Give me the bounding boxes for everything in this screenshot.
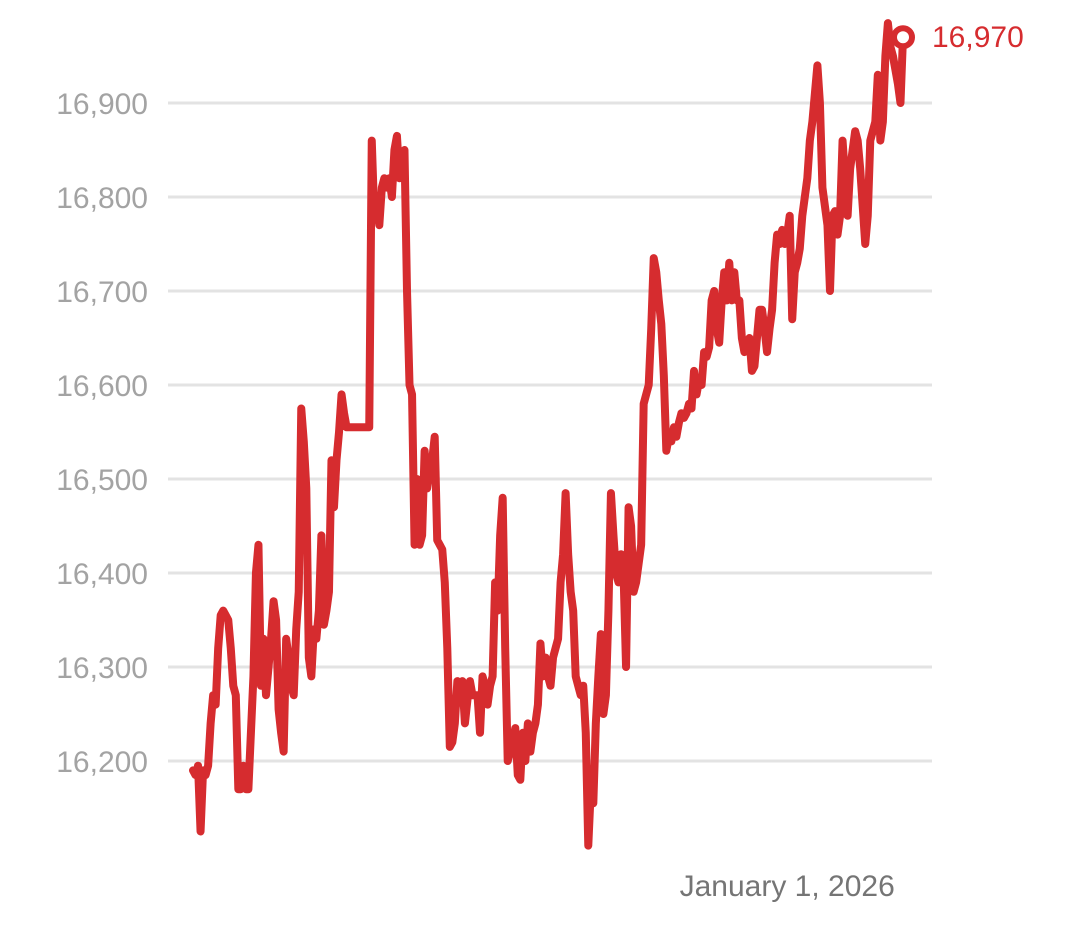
y-tick-label: 16,200 xyxy=(56,746,148,779)
y-tick-label: 16,600 xyxy=(56,370,148,403)
x-tick-label: January 1, 2026 xyxy=(680,870,895,903)
y-tick-label: 16,300 xyxy=(56,652,148,685)
x-axis-tick-labels: January 1, 2026 xyxy=(680,870,895,903)
last-point-marker xyxy=(891,25,915,50)
y-tick-label: 16,700 xyxy=(56,276,148,309)
y-tick-label: 16,900 xyxy=(56,88,148,121)
y-tick-label: 16,500 xyxy=(56,464,148,497)
last-point-group: 16,970 xyxy=(891,21,1024,54)
last-value-label: 16,970 xyxy=(932,21,1024,54)
y-tick-label: 16,400 xyxy=(56,558,148,591)
y-axis-tick-labels: 16,200 16,300 16,400 16,500 16,600 16,700 16,8… xyxy=(56,88,148,779)
y-tick-label: 16,800 xyxy=(56,182,148,215)
price-series-line xyxy=(189,19,907,850)
